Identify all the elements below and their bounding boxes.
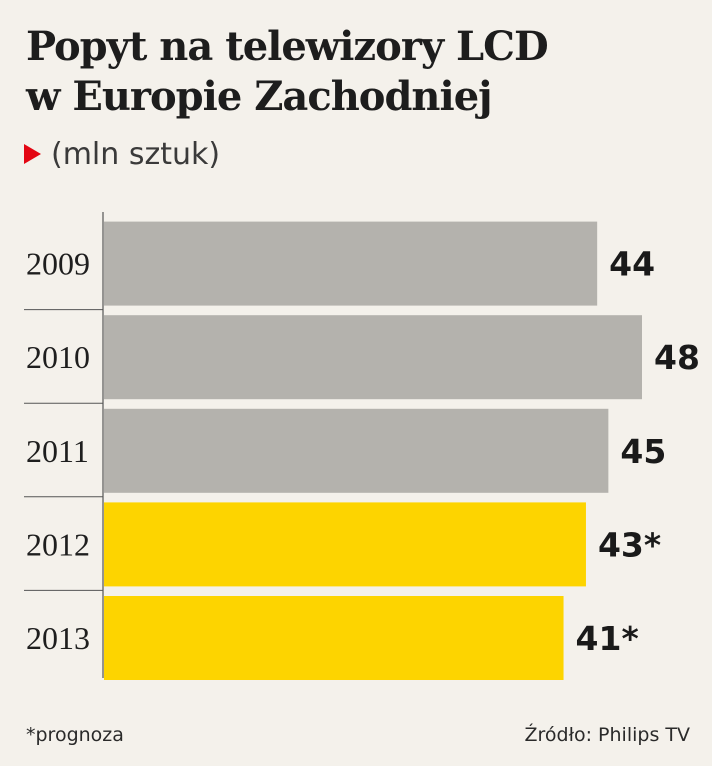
value-label-2011: 45 [620,432,666,471]
chart-title-line-1: Popyt na telewizory LCD [26,23,549,70]
unit-label: (mln sztuk) [51,136,221,172]
category-label-2010: 2010 [26,339,90,375]
value-label-2012: 43* [598,525,661,564]
bar-2013 [104,596,564,680]
red-triangle-icon [24,144,41,164]
footnote: *prognoza [26,724,124,746]
value-label-2013: 41* [576,619,639,658]
category-label-2013: 2013 [26,620,90,656]
chart-title-line-2: w Europie Zachodniej [26,73,493,120]
bar-2010 [104,315,642,400]
category-label-2011: 2011 [26,433,89,469]
category-label-2009: 2009 [26,246,90,282]
bar-2012 [104,502,586,587]
source-note: Źródło: Philips TV [524,724,691,746]
category-label-2012: 2012 [26,526,90,562]
value-label-2009: 44 [609,245,655,284]
value-label-2010: 48 [654,338,700,377]
bar-2011 [104,408,609,493]
chart-subtitle: (mln sztuk) [24,134,220,174]
chart-title: Popyt na telewizory LCD w Europie Zachod… [26,22,549,122]
bar-2009 [104,221,598,306]
